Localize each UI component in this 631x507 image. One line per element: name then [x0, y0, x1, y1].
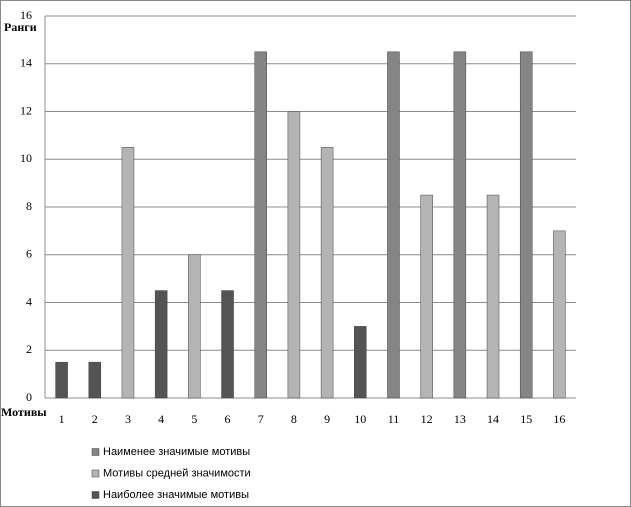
x-tick-label: 6	[225, 412, 231, 426]
x-tick-label: 8	[291, 412, 297, 426]
bar	[553, 230, 566, 399]
x-tick-label: 11	[388, 412, 400, 426]
bar	[420, 194, 433, 399]
y-tick-label: 14	[20, 56, 32, 70]
x-tick-label: 5	[191, 412, 197, 426]
bar	[320, 147, 334, 399]
legend-swatch	[91, 491, 100, 499]
legend-label: Наименее значимые мотивы	[103, 446, 250, 458]
x-tick-label: 16	[553, 412, 565, 426]
y-tick-label: 0	[26, 390, 32, 404]
x-tick-label: 3	[125, 412, 131, 426]
legend: Наименее значимые мотивы Мотивы средней з…	[91, 446, 251, 501]
x-tick-label: 14	[487, 412, 499, 426]
y-tick-label: 4	[26, 294, 32, 308]
x-tick-label: 12	[421, 412, 433, 426]
y-axis-label: Ранги	[4, 20, 37, 34]
x-tick-label: 7	[258, 412, 264, 426]
bar	[354, 326, 367, 399]
legend-swatch	[91, 448, 100, 456]
x-tick-label: 13	[454, 412, 466, 426]
y-tick-label: 10	[20, 151, 32, 165]
bar	[387, 51, 400, 399]
y-tick-label: 8	[26, 199, 32, 213]
bar	[254, 51, 267, 399]
bar	[188, 254, 201, 399]
bar	[154, 290, 168, 399]
bar	[221, 290, 234, 399]
y-tick-label: 6	[26, 247, 32, 261]
x-tick-label: 2	[92, 412, 98, 426]
legend-label: Мотивы средней значимости	[103, 467, 251, 479]
legend-label: Наиболее значимые мотивы	[103, 489, 249, 501]
x-tick-label: 4	[158, 412, 164, 426]
bar	[121, 147, 135, 399]
bar	[88, 361, 102, 399]
bar	[486, 194, 500, 399]
bar	[55, 361, 68, 399]
bar	[287, 111, 301, 399]
x-tick-label: 1	[59, 412, 65, 426]
x-tick-label: 10	[354, 412, 366, 426]
x-axis-label: Мотивы	[1, 405, 47, 419]
legend-swatch	[91, 469, 100, 478]
y-tick-label: 12	[20, 103, 32, 117]
x-tick-label: 9	[324, 412, 330, 426]
bar	[519, 51, 533, 399]
y-tick-label: 16	[20, 8, 32, 22]
x-tick-label: 15	[520, 412, 532, 426]
bar	[453, 51, 467, 399]
y-tick-label: 2	[26, 342, 32, 356]
